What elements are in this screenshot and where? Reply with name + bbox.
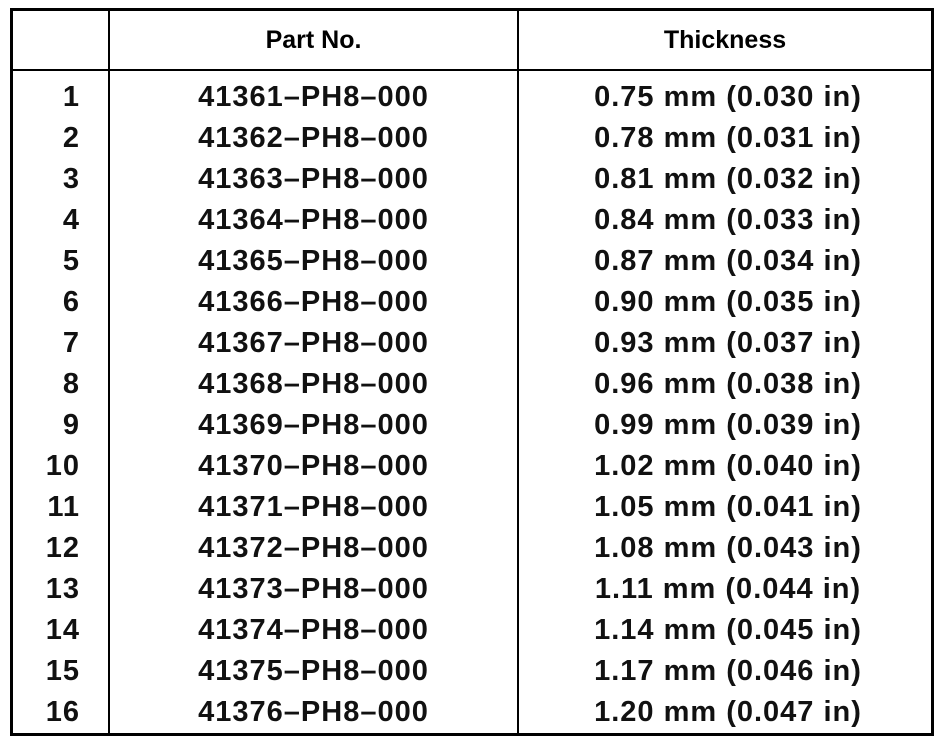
table-row: 6 41366–PH8–000 0.90 mm (0.035 in) [13,282,931,323]
row-number: 13 [45,573,80,605]
table-row: 2 41362–PH8–000 0.78 mm (0.031 in) [13,118,931,159]
part-number: 41365–PH8–000 [108,241,518,282]
header-row: Part No. Thickness [13,11,931,71]
part-number: 41369–PH8–000 [108,405,518,446]
table-row: 1 41361–PH8–000 0.75 mm (0.030 in) [13,70,931,118]
row-number: 14 [45,614,80,646]
part-number: 41375–PH8–000 [108,651,518,692]
row-number: 4 [62,204,80,236]
part-number: 41367–PH8–000 [108,323,518,364]
row-number: 7 [62,327,80,359]
table-row: 7 41367–PH8–000 0.93 mm (0.037 in) [13,323,931,364]
row-number: 3 [62,163,80,195]
thickness: 0.90 mm (0.035 in) [517,282,931,323]
thickness: 1.11 mm (0.044 in) [517,569,931,610]
row-number: 16 [45,696,80,728]
part-number: 41362–PH8–000 [108,118,518,159]
table-row: 5 41365–PH8–000 0.87 mm (0.034 in) [13,241,931,282]
thickness: 0.81 mm (0.032 in) [517,159,931,200]
thickness: 0.84 mm (0.033 in) [517,200,931,241]
row-number: 10 [45,450,80,482]
row-number: 9 [62,409,80,441]
table-row: 8 41368–PH8–000 0.96 mm (0.038 in) [13,364,931,405]
row-number: 15 [45,655,80,687]
part-number: 41361–PH8–000 [108,70,518,118]
row-number: 2 [62,122,80,154]
part-number: 41363–PH8–000 [108,159,518,200]
header-cell: Thickness [517,11,931,71]
row-number: 6 [62,286,80,318]
table-row: 4 41364–PH8–000 0.84 mm (0.033 in) [13,200,931,241]
part-number: 41366–PH8–000 [108,282,518,323]
table-row: 11 41371–PH8–000 1.05 mm (0.041 in) [13,487,931,528]
part-number: 41374–PH8–000 [108,610,518,651]
thickness: 1.20 mm (0.047 in) [517,692,931,733]
table-body: 1 41361–PH8–000 0.75 mm (0.030 in) 2 41362–P… [13,70,931,733]
part-number: 41373–PH8–000 [108,569,518,610]
part-number: 41372–PH8–000 [108,528,518,569]
thickness: 1.08 mm (0.043 in) [517,528,931,569]
table-row: 3 41363–PH8–000 0.81 mm (0.032 in) [13,159,931,200]
part-number: 41370–PH8–000 [108,446,518,487]
table-row: 13 41373–PH8–000 1.11 mm (0.044 in) [13,569,931,610]
thickness: 0.78 mm (0.031 in) [517,118,931,159]
parts-table-frame: Part No. Thickness 1 41361–PH8–000 0.75 mm… [10,8,934,736]
part-number: 41368–PH8–000 [108,364,518,405]
part-number: 41376–PH8–000 [108,692,518,733]
table-row: 12 41372–PH8–000 1.08 mm (0.043 in) [13,528,931,569]
header-cell: Part No. [108,11,518,71]
thickness: 0.96 mm (0.038 in) [517,364,931,405]
thickness: 1.02 mm (0.040 in) [517,446,931,487]
table-row: 14 41374–PH8–000 1.14 mm (0.045 in) [13,610,931,651]
part-number: 41364–PH8–000 [108,200,518,241]
thickness: 1.05 mm (0.041 in) [517,487,931,528]
table-row: 10 41370–PH8–000 1.02 mm (0.040 in) [13,446,931,487]
thickness: 1.14 mm (0.045 in) [517,610,931,651]
header-cell [13,11,109,71]
row-number: 5 [62,245,80,277]
row-number: 11 [47,491,80,523]
thickness: 0.75 mm (0.030 in) [517,70,931,118]
thickness: 1.17 mm (0.046 in) [517,651,931,692]
row-number: 1 [62,81,80,113]
table-row: 16 41376–PH8–000 1.20 mm (0.047 in) [13,692,931,733]
part-number: 41371–PH8–000 [108,487,518,528]
table-row: 15 41375–PH8–000 1.17 mm (0.046 in) [13,651,931,692]
thickness: 0.93 mm (0.037 in) [517,323,931,364]
row-number: 12 [45,532,80,564]
parts-table: Part No. Thickness 1 41361–PH8–000 0.75 mm… [13,11,931,733]
row-number: 8 [62,368,80,400]
thickness: 0.87 mm (0.034 in) [517,241,931,282]
table-row: 9 41369–PH8–000 0.99 mm (0.039 in) [13,405,931,446]
thickness: 0.99 mm (0.039 in) [517,405,931,446]
